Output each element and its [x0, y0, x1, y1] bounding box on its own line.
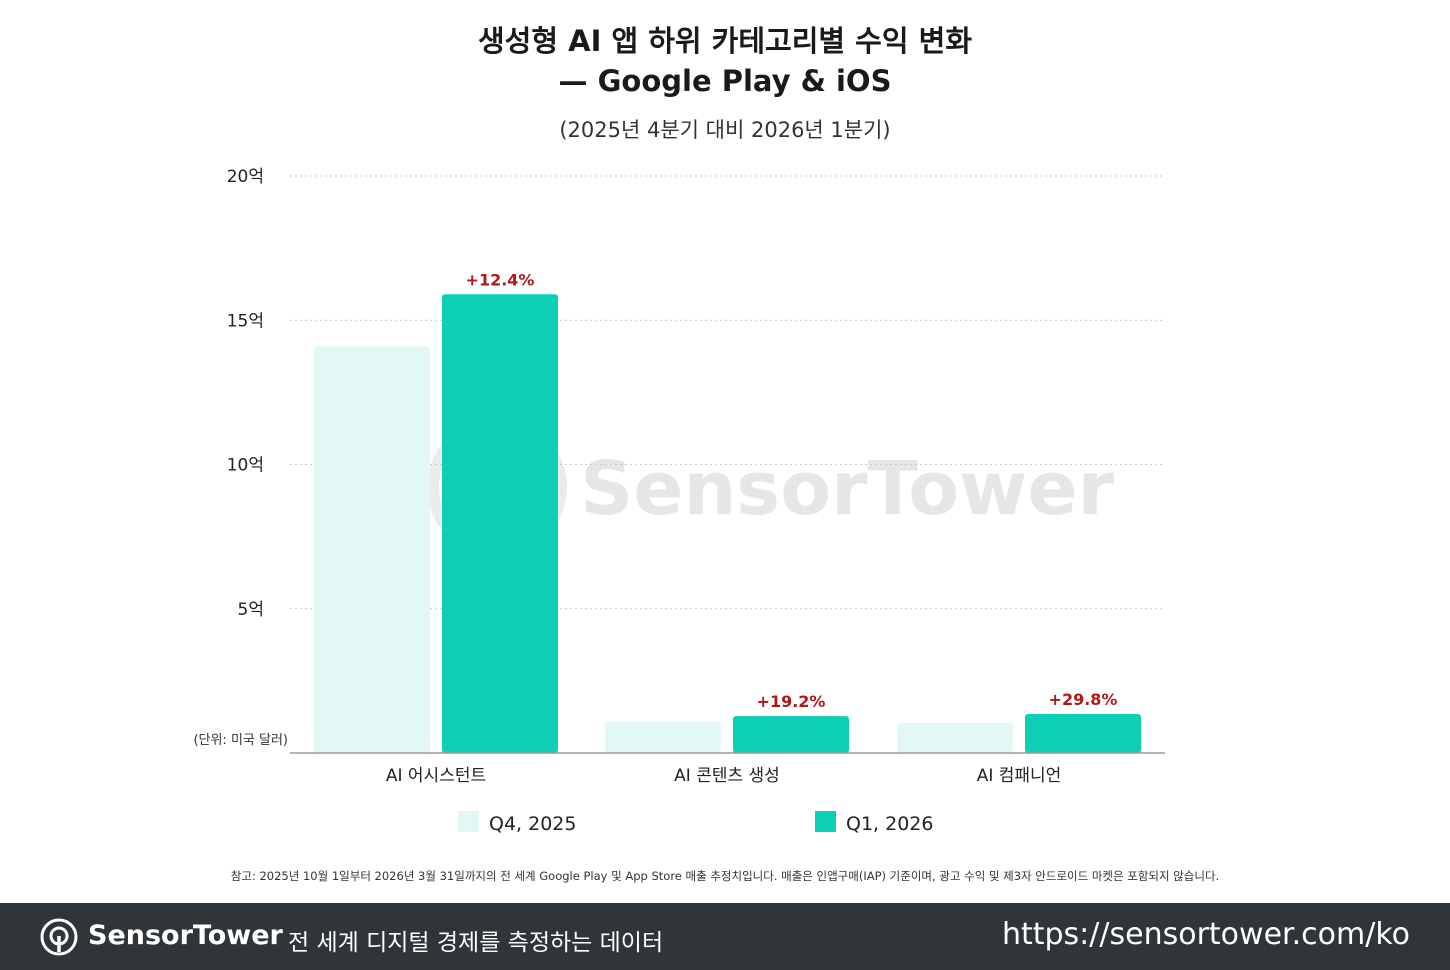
bar-chart: SensorTower 5억 10억 15억 20억 (단위: 미국 달러) AI 어… [193, 167, 1165, 835]
y-tick-label: 10억 [227, 456, 264, 476]
bars [314, 294, 1141, 753]
change-label: +19.2% [757, 692, 826, 711]
y-tick-label: 5억 [238, 600, 264, 620]
bar-q4-2025 [897, 722, 1013, 753]
change-label: +29.8% [1049, 690, 1118, 709]
sensortower-logo-icon [40, 918, 78, 956]
legend: Q4, 2025 Q1, 2026 [458, 811, 933, 835]
legend-swatch-q4-2025 [458, 811, 479, 832]
chart-subtitle: (2025년 4분기 대비 2026년 1분기) [559, 118, 891, 142]
change-annotations: +12.4% +19.2% +29.8% [466, 270, 1118, 711]
category-label: AI 콘텐츠 생성 [674, 766, 780, 786]
bar-q1-2026 [442, 294, 558, 753]
legend-label: Q4, 2025 [489, 813, 576, 835]
y-tick-label: 20억 [227, 167, 264, 187]
bar-q4-2025 [605, 721, 721, 753]
footer-brand: SensorTower [88, 920, 283, 951]
sensortower-watermark-text: SensorTower [580, 446, 1115, 532]
chart-title-line-1: 생성형 AI 앱 하위 카테고리별 수익 변화 [477, 24, 972, 58]
category-label: AI 어시스턴트 [386, 766, 486, 786]
y-tick-label: 15억 [227, 311, 264, 331]
footer-url-link[interactable]: https://sensortower.com/ko [1001, 917, 1410, 952]
chart-title-line-2: — Google Play & iOS [558, 64, 892, 98]
gridlines [290, 175, 1165, 610]
footer-bar: SensorTower 전 세계 디지털 경제를 측정하는 데이터 https:… [0, 903, 1450, 970]
footnote: 참고: 2025년 10월 1일부터 2026년 3월 31일까지의 전 세계 … [230, 869, 1220, 883]
legend-swatch-q1-2026 [815, 811, 836, 832]
unit-label: (단위: 미국 달러) [193, 733, 288, 748]
y-axis-ticks: 5억 10억 15억 20억 [227, 167, 264, 620]
change-label: +12.4% [466, 270, 535, 289]
bar-q1-2026 [1025, 714, 1141, 753]
footer-tagline: 전 세계 디지털 경제를 측정하는 데이터 [288, 930, 664, 956]
bar-q4-2025 [314, 346, 430, 753]
category-label: AI 컴패니언 [977, 766, 1062, 786]
x-axis-categories: AI 어시스턴트 AI 콘텐츠 생성 AI 컴패니언 [386, 766, 1061, 786]
legend-label: Q1, 2026 [846, 813, 933, 835]
bar-q1-2026 [733, 716, 849, 753]
